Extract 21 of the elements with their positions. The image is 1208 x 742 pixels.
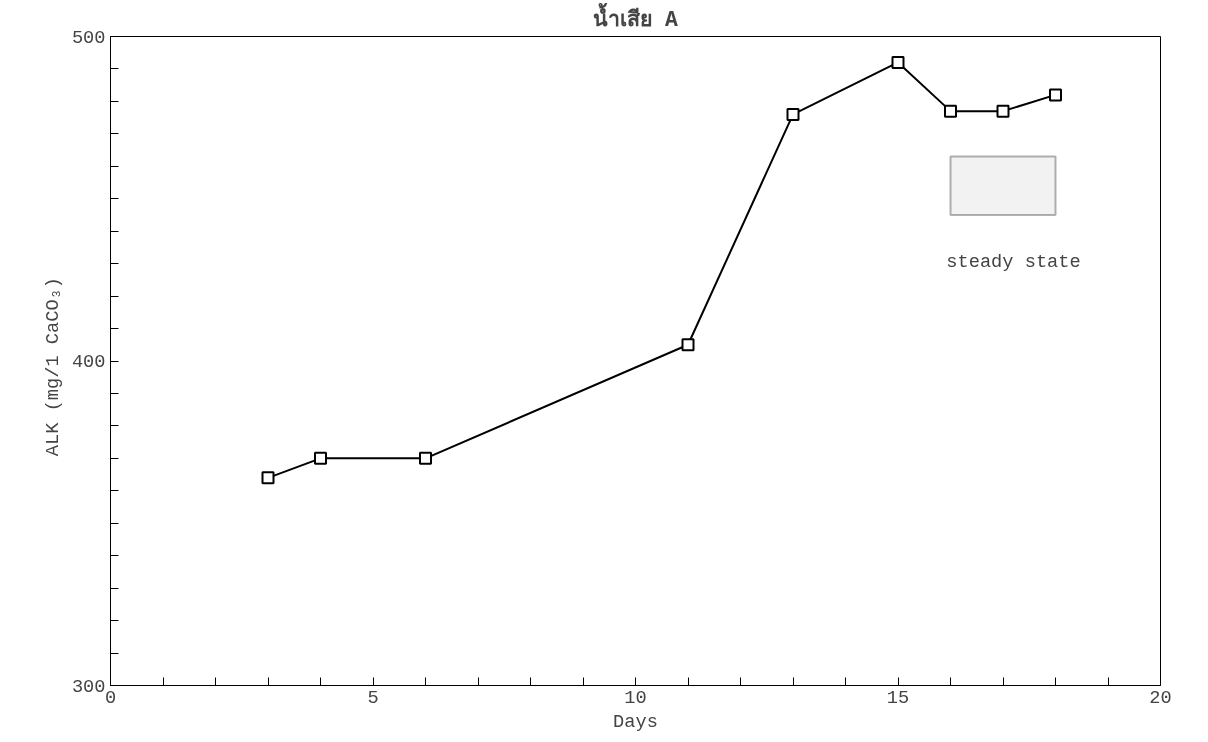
point bbox=[996, 104, 1010, 118]
x-tick-label: 5 bbox=[367, 686, 379, 709]
point bbox=[314, 451, 327, 465]
point bbox=[419, 451, 432, 465]
band-label: steady state bbox=[946, 251, 1081, 274]
x-tick-label: 0 bbox=[104, 686, 117, 709]
chart-title: น้ำเสีย A bbox=[593, 1, 678, 32]
y-tick-label: 500 bbox=[71, 26, 106, 49]
x-tick-label: 10 bbox=[624, 686, 647, 709]
x-axis-title: Days bbox=[613, 710, 658, 733]
point bbox=[261, 471, 275, 485]
y-axis-title: ALK (mg/1 CaCO₃) bbox=[41, 277, 64, 457]
point bbox=[944, 104, 957, 118]
x-tick-label: 20 bbox=[1149, 686, 1172, 709]
y-tick-label: 400 bbox=[71, 351, 106, 373]
point bbox=[891, 55, 905, 69]
y-tick-label: 300 bbox=[71, 675, 106, 698]
point bbox=[681, 338, 695, 352]
point bbox=[1049, 88, 1062, 102]
point bbox=[786, 107, 800, 121]
x-tick-label: 15 bbox=[886, 686, 910, 709]
